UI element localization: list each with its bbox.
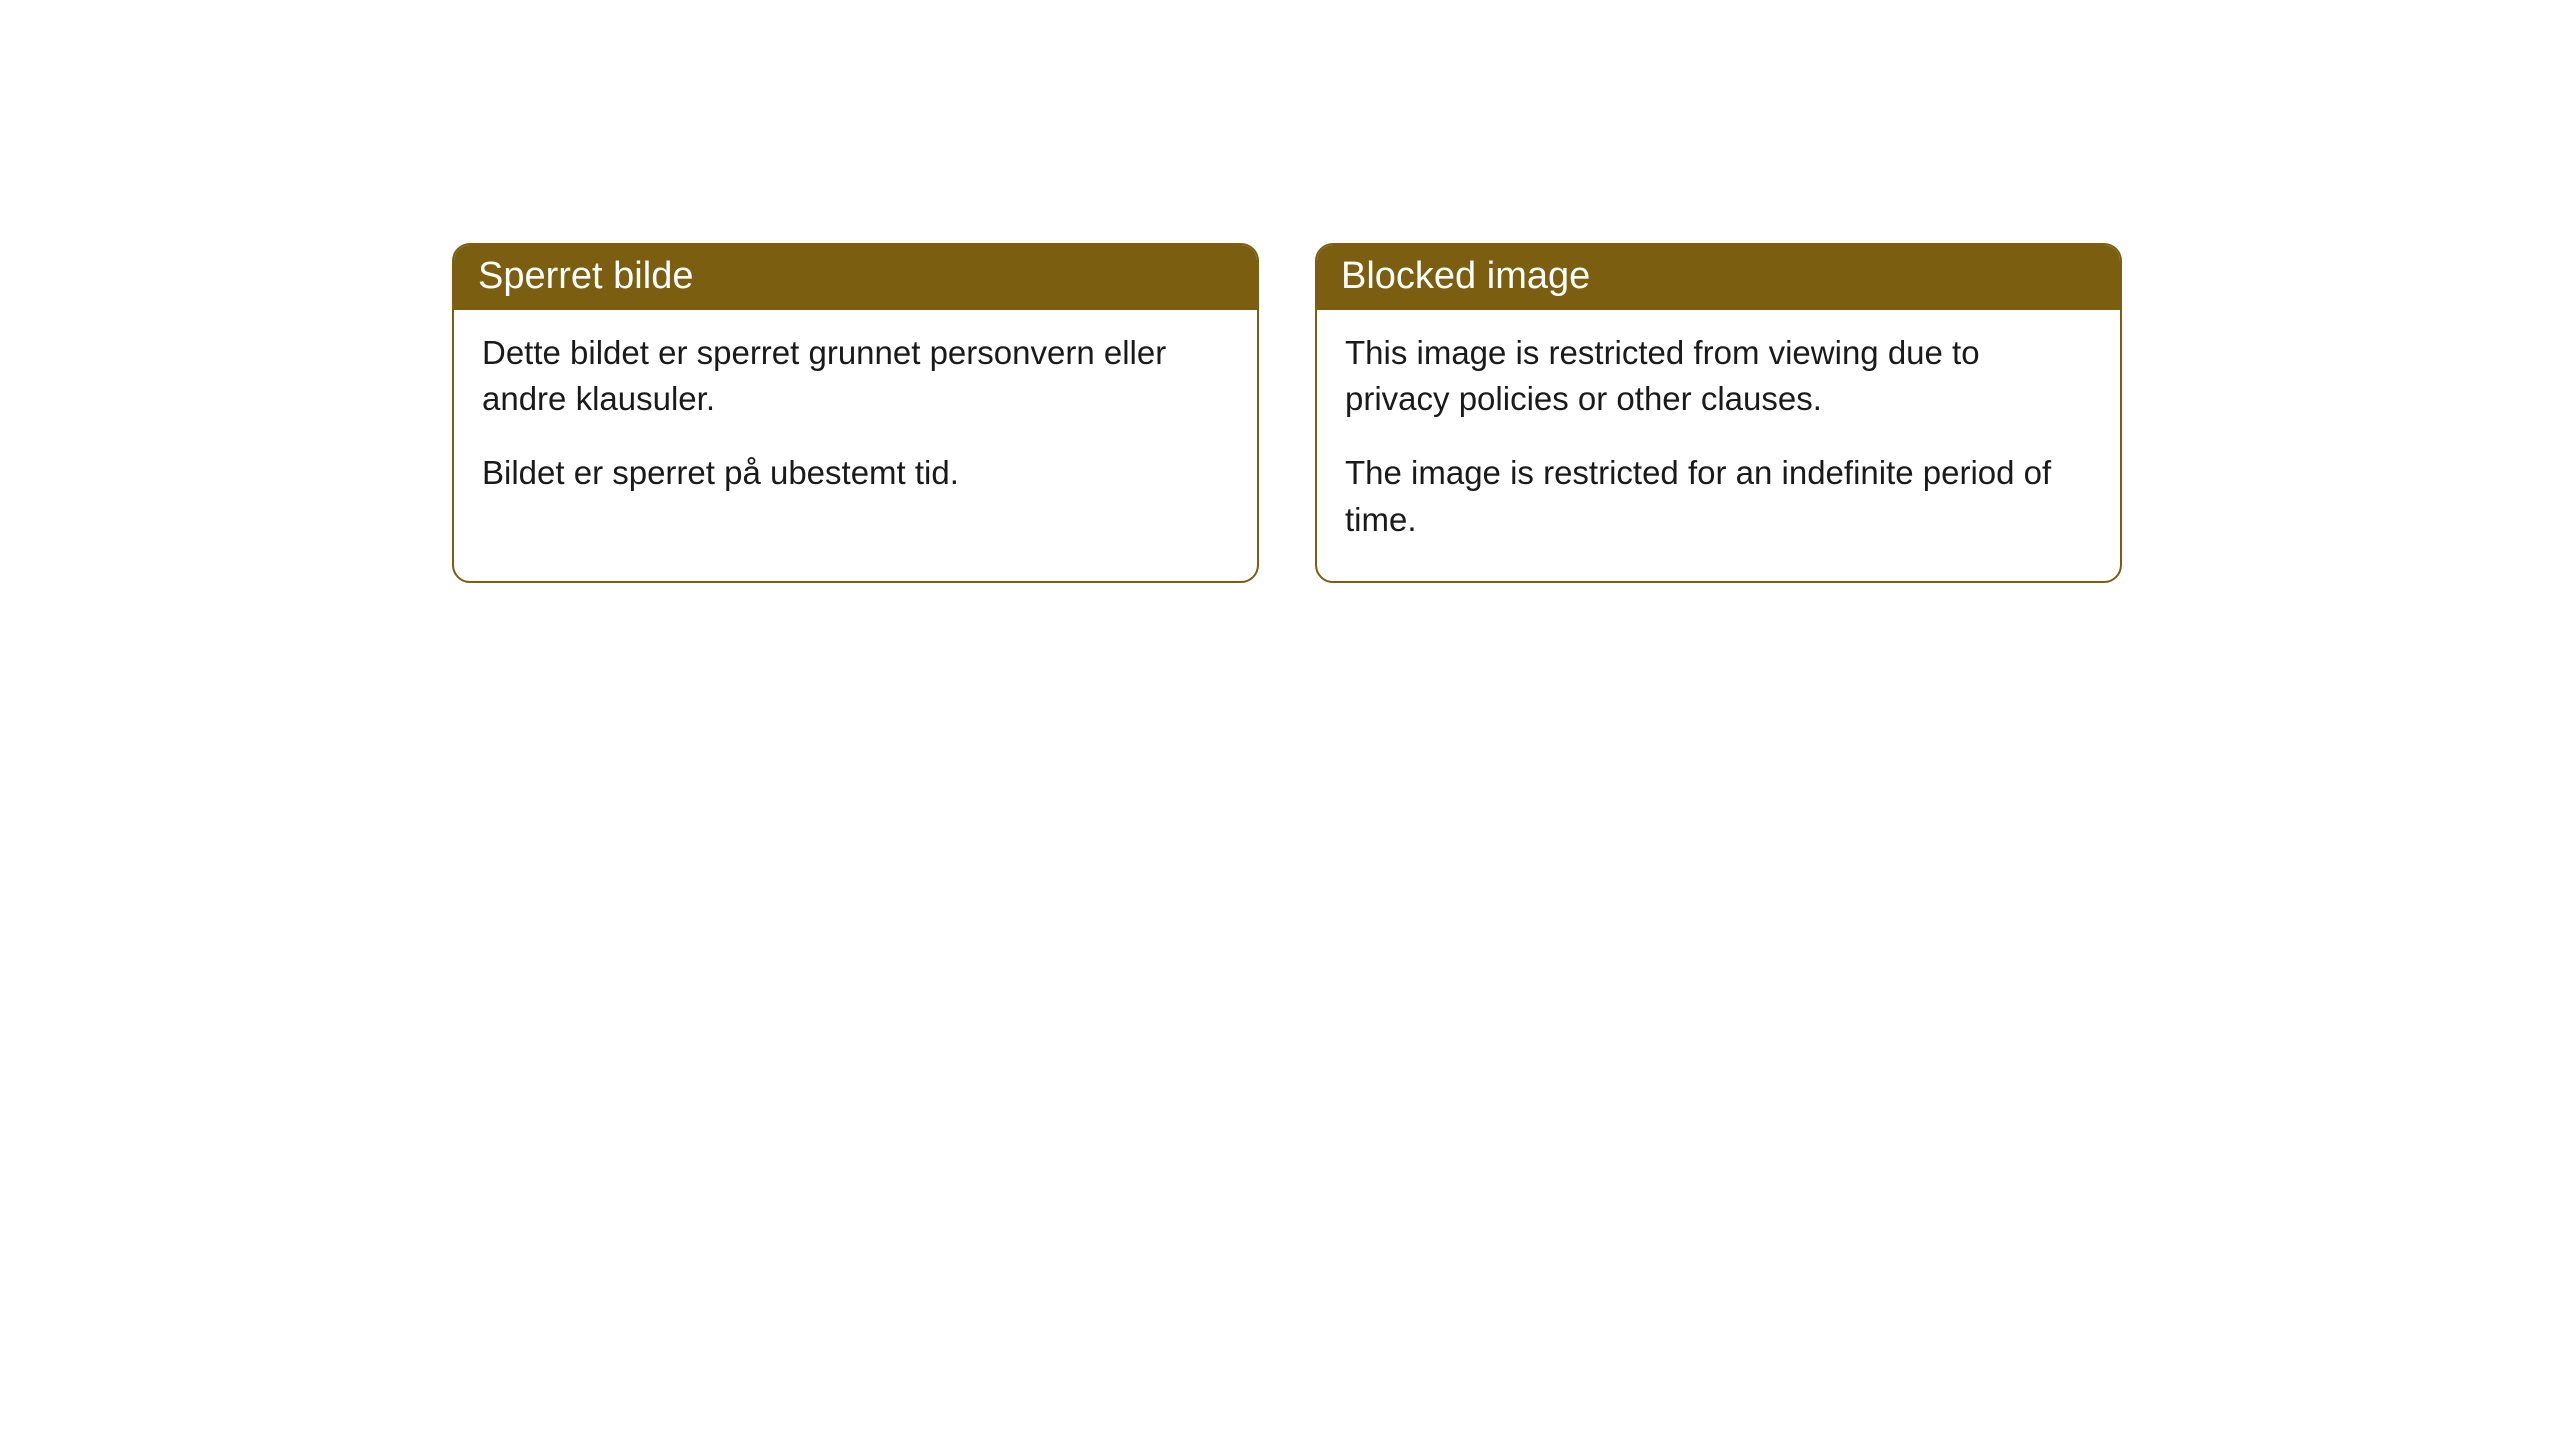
card-paragraph: Bildet er sperret på ubestemt tid. — [482, 450, 1229, 496]
cards-container: Sperret bilde Dette bildet er sperret gr… — [452, 243, 2122, 583]
blocked-image-card-norwegian: Sperret bilde Dette bildet er sperret gr… — [452, 243, 1259, 583]
card-body: This image is restricted from viewing du… — [1317, 310, 2120, 581]
card-header: Blocked image — [1317, 245, 2120, 310]
card-body: Dette bildet er sperret grunnet personve… — [454, 310, 1257, 535]
blocked-image-card-english: Blocked image This image is restricted f… — [1315, 243, 2122, 583]
card-paragraph: This image is restricted from viewing du… — [1345, 330, 2092, 422]
card-title: Sperret bilde — [478, 255, 693, 297]
card-paragraph: Dette bildet er sperret grunnet personve… — [482, 330, 1229, 422]
card-title: Blocked image — [1341, 255, 1590, 297]
card-paragraph: The image is restricted for an indefinit… — [1345, 450, 2092, 542]
card-header: Sperret bilde — [454, 245, 1257, 310]
